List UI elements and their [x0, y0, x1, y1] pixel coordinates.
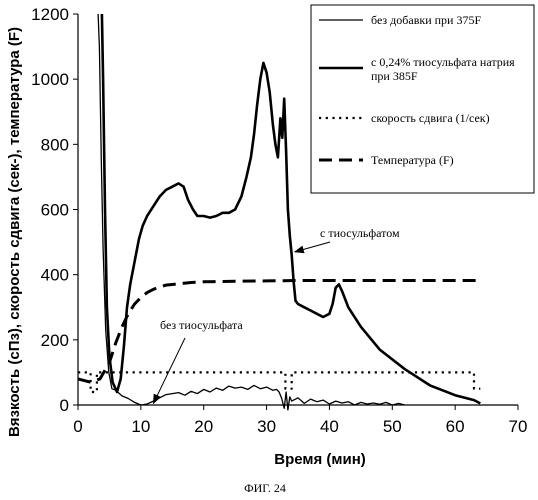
- series-line-3: [78, 372, 480, 392]
- y-tick-label: 600: [41, 201, 69, 220]
- annotation-label-1: с тиосульфатом: [320, 226, 400, 240]
- y-tick-label: 1000: [31, 70, 69, 89]
- x-tick-label: 30: [257, 417, 276, 436]
- legend-label-4: Температура (F): [371, 153, 454, 167]
- y-tick-label: 0: [60, 396, 69, 415]
- legend-label-3: скорость сдвига (1/сек): [371, 111, 490, 125]
- annotations: с тиосульфатом без тиосульфата: [153, 226, 400, 403]
- x-tick-label: 10: [131, 417, 150, 436]
- y-axis-title: Вязкость (сПз), скорость сдвига (сек-), …: [6, 27, 23, 437]
- annotation-label-2: без тиосульфата: [160, 318, 243, 332]
- y-tick-label: 1200: [31, 5, 69, 24]
- annotation-arrow-1: [295, 242, 330, 252]
- x-tick-label: 50: [383, 417, 402, 436]
- legend-label-1: без добавки при 375F: [371, 13, 481, 27]
- x-axis-title: Время (мин): [274, 451, 366, 468]
- x-tick-label: 60: [446, 417, 465, 436]
- x-tick-label: 40: [320, 417, 339, 436]
- x-tick-label: 0: [73, 417, 82, 436]
- y-tick-label: 800: [41, 135, 69, 154]
- figure-caption: ФИГ. 24: [244, 481, 286, 495]
- x-tick-label: 70: [509, 417, 528, 436]
- series-line-4: [78, 281, 480, 383]
- y-tick-label: 200: [41, 331, 69, 350]
- y-tick-label: 400: [41, 266, 69, 285]
- x-tick-label: 20: [194, 417, 213, 436]
- legend: без добавки при 375Fс 0,24% тиосульфата …: [311, 5, 534, 193]
